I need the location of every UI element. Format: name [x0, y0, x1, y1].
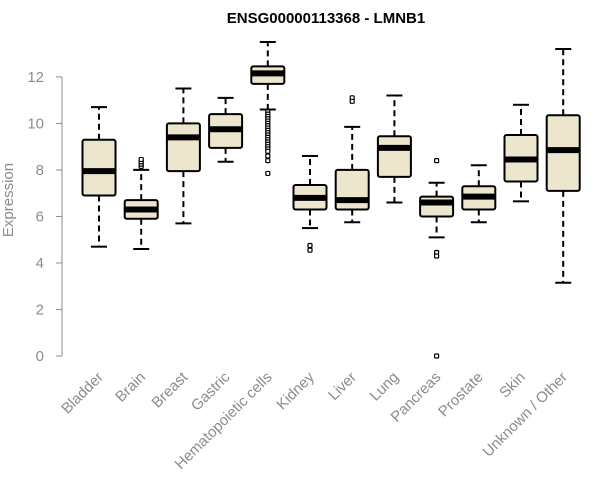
y-tick-label: 0: [36, 348, 44, 365]
outlier-point: [265, 148, 271, 154]
y-tick-label: 10: [27, 115, 44, 132]
x-tick-label: Breast: [149, 368, 192, 411]
box-gastric: [208, 96, 244, 163]
x-tick-label: Lung: [367, 369, 403, 405]
boxes-group: [81, 41, 581, 359]
box-kidney: [292, 154, 328, 253]
box-lung: [376, 94, 412, 204]
outlier-point: [349, 98, 355, 104]
x-tick-label: Skin: [496, 369, 529, 402]
box-hematopoietic-cells: [250, 41, 286, 177]
box-skin: [503, 103, 539, 203]
outlier-point: [434, 158, 440, 164]
box-iqr: [165, 122, 201, 173]
x-tick-label: Brain: [112, 369, 149, 406]
outlier-point: [138, 156, 144, 163]
outlier-point: [307, 247, 313, 253]
y-tick-label: 4: [36, 255, 44, 272]
outlier-point: [265, 170, 271, 177]
chart-title: ENSG00000113368 - LMNB1: [227, 10, 425, 27]
x-tick-label: Bladder: [58, 369, 107, 418]
y-axis-label: Expression: [0, 163, 17, 237]
y-tick-label: 12: [27, 69, 44, 86]
outlier-point: [265, 158, 271, 164]
outlier-point: [265, 153, 271, 159]
box-iqr: [334, 168, 370, 211]
y-axis: 0 2 4 6 8 10 12: [27, 69, 63, 365]
y-tick-label: 6: [36, 208, 44, 225]
x-tick-label: Liver: [325, 369, 360, 404]
outlier-point: [307, 242, 313, 249]
box-prostate: [461, 164, 497, 224]
outlier-point: [434, 353, 440, 359]
outlier-point: [434, 253, 440, 259]
box-pancreas: [419, 158, 455, 359]
x-tick-label: Kidney: [273, 368, 318, 413]
box-iqr: [376, 135, 412, 178]
box-breast: [165, 87, 201, 225]
box-bladder: [81, 106, 117, 248]
x-tick-label: Prostate: [435, 369, 487, 421]
box-brain: [123, 156, 159, 251]
box-unknown-other: [545, 47, 581, 284]
box-iqr: [81, 138, 117, 197]
y-tick-label: 2: [36, 301, 44, 318]
y-tick-label: 8: [36, 162, 44, 179]
box-liver: [334, 95, 370, 224]
